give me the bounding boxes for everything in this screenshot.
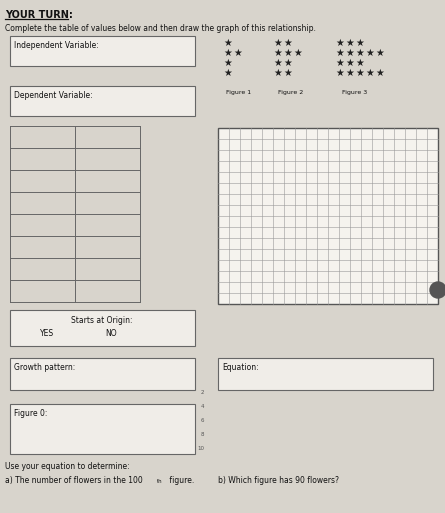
Text: ★: ★ — [283, 48, 292, 58]
Text: NO: NO — [105, 329, 117, 338]
Text: ★: ★ — [274, 38, 283, 48]
Text: ★: ★ — [376, 48, 384, 58]
Text: ★: ★ — [376, 68, 384, 78]
Text: ★: ★ — [283, 58, 292, 68]
Text: YES: YES — [40, 329, 54, 338]
FancyBboxPatch shape — [218, 358, 433, 390]
Text: YOUR TURN:: YOUR TURN: — [5, 10, 73, 20]
Text: ★: ★ — [283, 38, 292, 48]
Text: Dependent Variable:: Dependent Variable: — [14, 91, 93, 100]
Text: ★: ★ — [356, 58, 364, 68]
Text: ★: ★ — [346, 58, 354, 68]
Text: Use your equation to determine:: Use your equation to determine: — [5, 462, 129, 471]
Text: 6: 6 — [201, 418, 204, 423]
Text: b) Which figure has 90 flowers?: b) Which figure has 90 flowers? — [218, 476, 339, 485]
Text: figure.: figure. — [167, 476, 194, 485]
Text: ★: ★ — [346, 68, 354, 78]
FancyBboxPatch shape — [10, 404, 195, 454]
Text: ★: ★ — [294, 48, 302, 58]
Text: a) The number of flowers in the 100: a) The number of flowers in the 100 — [5, 476, 143, 485]
FancyBboxPatch shape — [10, 36, 195, 66]
Text: ★: ★ — [366, 48, 374, 58]
Text: Figure 1: Figure 1 — [226, 90, 251, 95]
Text: ★: ★ — [274, 48, 283, 58]
Text: ★: ★ — [274, 58, 283, 68]
Text: Figure 3: Figure 3 — [342, 90, 367, 95]
Text: 2: 2 — [201, 390, 204, 395]
Text: ★: ★ — [356, 38, 364, 48]
Text: th: th — [157, 479, 162, 484]
Text: 8: 8 — [201, 432, 204, 437]
FancyBboxPatch shape — [10, 310, 195, 346]
Text: 4: 4 — [201, 404, 204, 409]
Text: Independent Variable:: Independent Variable: — [14, 41, 99, 50]
Text: ★: ★ — [336, 38, 344, 48]
Text: ★: ★ — [336, 68, 344, 78]
Text: Figure 2: Figure 2 — [278, 90, 303, 95]
Text: ★: ★ — [224, 58, 232, 68]
Text: 10: 10 — [197, 446, 204, 451]
Text: Growth pattern:: Growth pattern: — [14, 363, 75, 372]
Text: ★: ★ — [234, 48, 243, 58]
Text: ★: ★ — [274, 68, 283, 78]
FancyBboxPatch shape — [10, 86, 195, 116]
Text: ★: ★ — [356, 48, 364, 58]
Text: ★: ★ — [366, 68, 374, 78]
Text: Starts at Origin:: Starts at Origin: — [71, 316, 133, 325]
Circle shape — [430, 282, 445, 298]
FancyBboxPatch shape — [10, 358, 195, 390]
Text: Complete the table of values below and then draw the graph of this relationship.: Complete the table of values below and t… — [5, 24, 316, 33]
Text: ★: ★ — [346, 48, 354, 58]
Text: ★: ★ — [336, 58, 344, 68]
Text: Equation:: Equation: — [222, 363, 259, 372]
Text: ★: ★ — [356, 68, 364, 78]
Text: ★: ★ — [224, 48, 232, 58]
Text: ★: ★ — [283, 68, 292, 78]
Text: Figure 0:: Figure 0: — [14, 409, 47, 418]
Text: ★: ★ — [346, 38, 354, 48]
Text: ★: ★ — [336, 48, 344, 58]
FancyBboxPatch shape — [218, 128, 438, 304]
Text: ★: ★ — [224, 68, 232, 78]
Text: ★: ★ — [224, 38, 232, 48]
